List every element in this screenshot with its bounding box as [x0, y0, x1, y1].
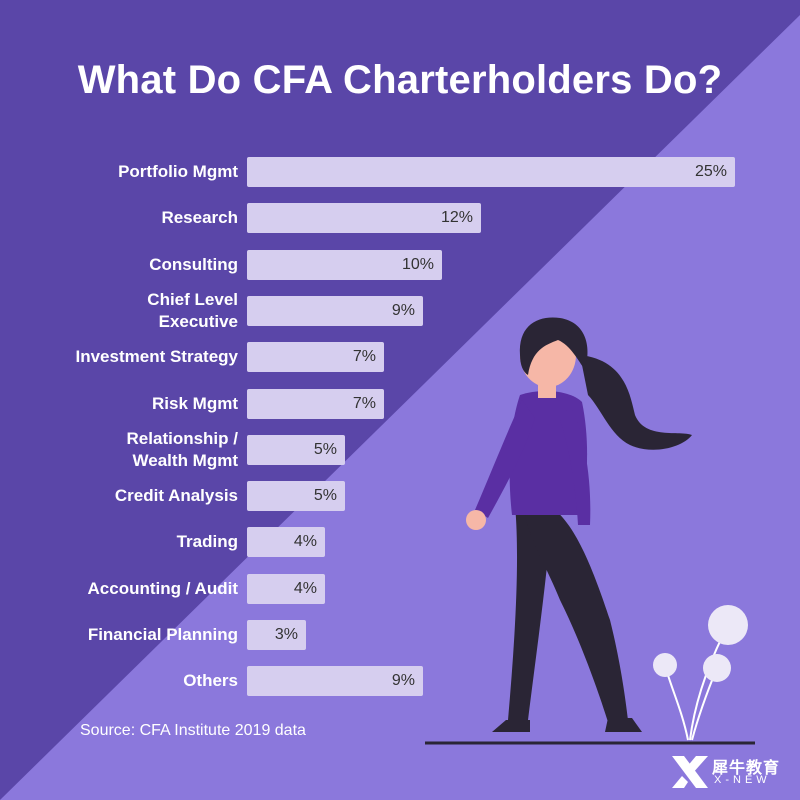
category-label: Consulting — [149, 254, 238, 274]
bar — [247, 620, 306, 650]
hair — [519, 317, 588, 375]
chart-title: What Do CFA Charterholders Do? — [77, 58, 723, 102]
category-label: Chief Level Executive — [147, 289, 238, 331]
bar-value-label: 10% — [401, 255, 434, 273]
category-label: Financial Planning — [87, 625, 238, 644]
category-label: Portfolio Mgmt — [118, 162, 238, 181]
category-label: Investment Strategy — [75, 347, 239, 367]
category-label: Relationship / Wealth Mgmt — [126, 428, 238, 470]
bar-value-label: 5% — [313, 440, 337, 458]
shoe-back — [492, 720, 530, 732]
bar — [247, 203, 481, 234]
bar-value-label: 4% — [293, 579, 317, 597]
x-logo-icon — [672, 756, 708, 788]
hair-ponytail — [580, 355, 692, 450]
category-label: Trading — [176, 532, 238, 552]
bar-value-label: 25% — [694, 163, 727, 180]
bar — [247, 573, 325, 604]
bar — [247, 666, 423, 697]
category-label: Research — [161, 208, 238, 228]
shoe-front — [605, 718, 642, 732]
bar-value-label: 12% — [440, 209, 473, 227]
category-label: Others — [183, 671, 238, 691]
arm-left — [475, 400, 535, 518]
arm-right — [560, 405, 591, 525]
x-new-logo: 犀牛教育 X-NEW — [670, 752, 795, 794]
bar — [247, 249, 442, 280]
bar-value-label: 4% — [293, 533, 317, 551]
bar — [247, 157, 735, 187]
bar — [247, 388, 384, 419]
bar — [247, 295, 423, 326]
woman-illustration — [425, 317, 755, 745]
plant-bulb — [703, 654, 731, 682]
bar-value-label: 7% — [352, 394, 376, 412]
bar — [247, 481, 345, 512]
leg-back — [508, 505, 552, 720]
bar-value-label: 7% — [352, 348, 376, 366]
plant-bulb — [708, 605, 748, 645]
bar — [247, 527, 325, 558]
plant-bulb — [653, 653, 677, 677]
leg-front — [525, 500, 628, 722]
logo-text-cn: 犀牛教育 — [712, 760, 781, 777]
logo-text-en: X-NEW — [714, 774, 771, 786]
bar-value-label: 3% — [274, 626, 298, 643]
category-label: Risk Mgmt — [152, 393, 238, 413]
source-note: Source: CFA Institute 2019 data — [80, 722, 306, 739]
category-label: Credit Analysis — [114, 486, 238, 506]
bar — [247, 434, 345, 465]
bar-value-label: 9% — [391, 301, 415, 319]
bar-value-label: 5% — [313, 487, 337, 505]
hand-left — [466, 510, 486, 530]
bar-value-label: 9% — [391, 672, 415, 690]
bar — [247, 342, 384, 373]
category-label: Accounting / Audit — [87, 578, 238, 598]
